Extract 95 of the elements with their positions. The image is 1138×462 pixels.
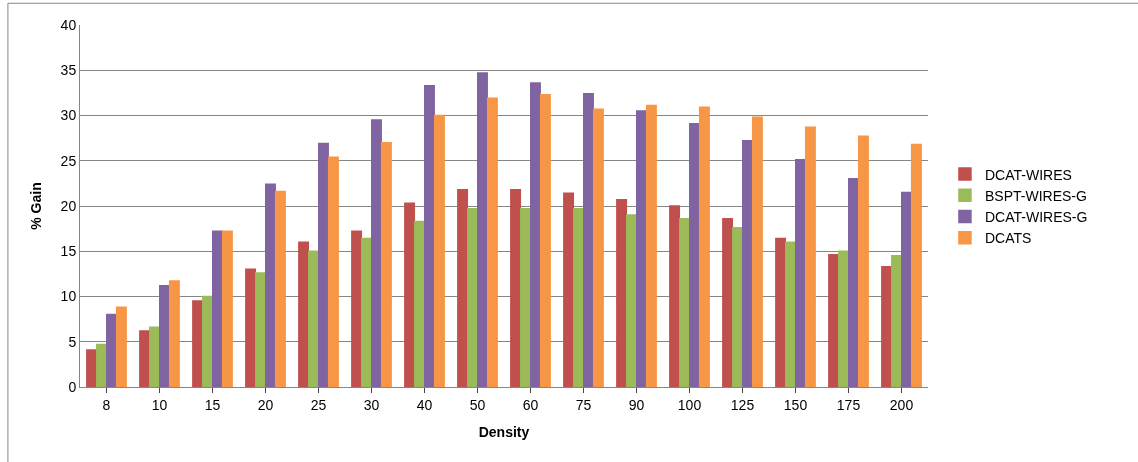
- bar: [274, 190, 286, 387]
- bar: [679, 217, 690, 387]
- bar: [86, 349, 98, 387]
- bar: [838, 250, 849, 387]
- bar: [486, 97, 498, 387]
- bar: [742, 140, 753, 387]
- bar: [520, 207, 531, 387]
- bar: [159, 284, 170, 387]
- bar: [106, 313, 117, 387]
- bar: [592, 108, 604, 387]
- bar: [891, 255, 902, 387]
- bar: [221, 230, 233, 387]
- bar: [804, 126, 816, 387]
- bar: [563, 192, 575, 387]
- y-tick-label: 0: [68, 378, 77, 395]
- bar: [530, 82, 541, 387]
- bar: [414, 220, 425, 387]
- bar: [583, 93, 594, 387]
- bar: [857, 135, 869, 387]
- y-tick-label: 15: [60, 243, 77, 260]
- bar: [626, 214, 637, 387]
- bar: [424, 84, 435, 387]
- bar: [510, 188, 522, 387]
- y-tick-label: 20: [60, 197, 77, 214]
- bar: [573, 207, 584, 387]
- bar: [318, 142, 329, 387]
- y-tick-label: 5: [68, 333, 77, 350]
- y-tick-label: 35: [60, 62, 77, 79]
- x-tick-label: 10: [151, 396, 168, 413]
- bar: [795, 159, 806, 387]
- bar: [96, 343, 107, 387]
- bar: [645, 104, 657, 387]
- x-tick-label: 60: [522, 396, 539, 413]
- x-tick-label: 8: [102, 396, 111, 413]
- bar: [308, 250, 319, 387]
- y-tick-label: 40: [60, 16, 77, 33]
- legend-label: DCATS: [984, 230, 1032, 247]
- bar: [732, 226, 743, 387]
- bar: [361, 237, 372, 387]
- bar: [245, 268, 257, 387]
- bar: [775, 237, 787, 387]
- y-tick-label: 30: [60, 107, 77, 124]
- bar: [848, 178, 859, 387]
- x-tick-label: 25: [310, 396, 327, 413]
- x-tick-label: 150: [783, 396, 808, 413]
- bar: [722, 217, 734, 387]
- y-tick-label: 25: [60, 152, 77, 169]
- bar: [901, 191, 912, 387]
- bar: [351, 230, 363, 387]
- bar: [298, 241, 310, 387]
- bar: [265, 183, 276, 387]
- bar: [539, 93, 551, 387]
- x-tick-label: 175: [836, 396, 861, 413]
- bar: [616, 198, 628, 387]
- bar: [404, 202, 416, 387]
- x-axis-title: Density: [478, 424, 530, 441]
- x-tick-label: 20: [257, 396, 274, 413]
- x-tick-label: 75: [575, 396, 592, 413]
- bar: [255, 272, 266, 387]
- bar: [828, 254, 840, 387]
- bar: [457, 188, 469, 387]
- bar: [881, 265, 893, 387]
- bar: [115, 306, 127, 387]
- bar: [689, 122, 700, 387]
- x-tick-label: 90: [628, 396, 645, 413]
- bar: [467, 207, 478, 387]
- x-tick-label: 200: [889, 396, 914, 413]
- legend-label: BSPT-WIRES-G: [984, 187, 1087, 204]
- bar: [380, 141, 392, 387]
- bar: [477, 72, 488, 387]
- bar: [192, 300, 204, 387]
- bar: [139, 330, 151, 387]
- bar: [785, 241, 796, 387]
- x-tick-label: 30: [363, 396, 380, 413]
- x-tick-label: 100: [677, 396, 702, 413]
- bar: [149, 326, 160, 387]
- bar: [327, 156, 339, 387]
- bar: [751, 116, 763, 387]
- bar: [636, 110, 647, 387]
- bar: [202, 295, 213, 387]
- x-tick-label: 125: [730, 396, 755, 413]
- x-tick-label: 15: [204, 396, 221, 413]
- bar: [371, 119, 382, 387]
- bar: [698, 106, 710, 387]
- bar: [212, 230, 223, 387]
- bar: [910, 143, 922, 387]
- bar: [669, 205, 681, 387]
- bar: [433, 114, 445, 387]
- x-tick-label: 50: [469, 396, 486, 413]
- bar: [168, 280, 180, 387]
- legend-label: DCAT-WIRES-G: [984, 208, 1088, 225]
- legend-label: DCAT-WIRES: [984, 166, 1072, 183]
- y-tick-label: 10: [60, 288, 77, 305]
- y-axis-title: % Gain: [28, 182, 45, 230]
- x-tick-label: 40: [416, 396, 433, 413]
